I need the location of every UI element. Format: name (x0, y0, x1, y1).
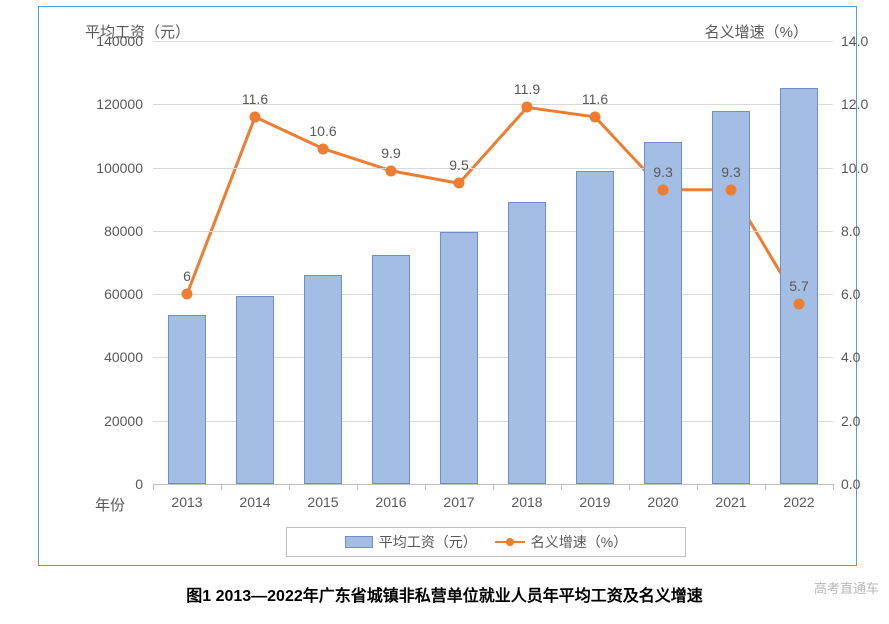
y-right-tick-label: 0.0 (841, 476, 860, 492)
line-marker (658, 184, 669, 195)
bar (304, 275, 341, 484)
data-label: 10.6 (309, 123, 336, 139)
x-tick-label: 2021 (715, 494, 746, 510)
y-right-tick-label: 4.0 (841, 349, 860, 365)
x-tick-label: 2018 (511, 494, 542, 510)
data-label: 11.6 (242, 91, 268, 107)
bar (372, 255, 409, 484)
y-left-tick-label: 100000 (96, 160, 143, 176)
y-right-tick-label: 8.0 (841, 223, 860, 239)
legend-item-bars: 平均工资（元） (345, 532, 477, 552)
x-tick (629, 484, 630, 490)
line-marker (250, 111, 261, 122)
line-marker (522, 102, 533, 113)
y-left-tick-label: 40000 (104, 349, 143, 365)
y-left-tick-label: 80000 (104, 223, 143, 239)
bar (440, 232, 477, 484)
x-tick-label: 2020 (647, 494, 678, 510)
line-marker (454, 178, 465, 189)
bar (508, 202, 545, 484)
line-marker (318, 143, 329, 154)
y-right-tick-label: 14.0 (841, 33, 868, 49)
y-left-tick-label: 60000 (104, 286, 143, 302)
y-left-tick-label: 20000 (104, 413, 143, 429)
y-left-tick-label: 120000 (96, 96, 143, 112)
x-tick-label: 2019 (579, 494, 610, 510)
legend-item-line: 名义增速（%） (495, 532, 627, 552)
y-left-tick-label: 140000 (96, 33, 143, 49)
legend-label-bars: 平均工资（元） (379, 532, 477, 552)
data-label: 6 (183, 268, 191, 284)
y-right-axis-title: 名义增速（%） (705, 21, 808, 42)
x-tick (493, 484, 494, 490)
plot-area: 0200004000060000800001000001200001400000… (153, 41, 833, 484)
line-marker (182, 289, 193, 300)
data-label: 9.3 (721, 164, 740, 180)
data-label: 11.9 (514, 81, 540, 97)
x-tick (289, 484, 290, 490)
line-marker (386, 165, 397, 176)
bar (168, 315, 205, 484)
line-marker (726, 184, 737, 195)
x-tick-label: 2014 (239, 494, 270, 510)
y-right-tick-label: 6.0 (841, 286, 860, 302)
line-marker (794, 298, 805, 309)
x-tick (561, 484, 562, 490)
data-label: 9.9 (381, 145, 400, 161)
figure-caption: 图1 2013—2022年广东省城镇非私营单位就业人员年平均工资及名义增速 (0, 582, 889, 606)
x-tick (425, 484, 426, 490)
x-tick-label: 2015 (307, 494, 338, 510)
x-tick (153, 484, 154, 490)
bar (576, 171, 613, 484)
bar (236, 296, 273, 484)
x-tick (833, 484, 834, 490)
gridline (153, 41, 833, 42)
data-label: 5.7 (789, 278, 808, 294)
y-right-tick-label: 12.0 (841, 96, 868, 112)
x-tick-label: 2013 (171, 494, 202, 510)
legend-swatch-line (495, 541, 525, 543)
data-label: 9.5 (449, 157, 468, 173)
x-axis-title: 年份 (95, 494, 125, 515)
legend-label-line: 名义增速（%） (531, 532, 627, 552)
x-tick-label: 2016 (375, 494, 406, 510)
x-tick-label: 2017 (443, 494, 474, 510)
legend-swatch-bar (345, 536, 373, 548)
y-right-tick-label: 2.0 (841, 413, 860, 429)
chart-frame: 平均工资（元） 名义增速（%） 020000400006000080000100… (38, 6, 857, 566)
x-tick (221, 484, 222, 490)
data-label: 11.6 (582, 91, 608, 107)
data-label: 9.3 (653, 164, 672, 180)
x-tick (697, 484, 698, 490)
y-right-tick-label: 10.0 (841, 160, 868, 176)
legend: 平均工资（元） 名义增速（%） (286, 527, 686, 557)
x-tick-label: 2022 (783, 494, 814, 510)
y-left-tick-label: 0 (135, 476, 143, 492)
watermark: 高考直通车 (814, 578, 879, 597)
x-tick (357, 484, 358, 490)
line-marker (590, 111, 601, 122)
x-tick (765, 484, 766, 490)
